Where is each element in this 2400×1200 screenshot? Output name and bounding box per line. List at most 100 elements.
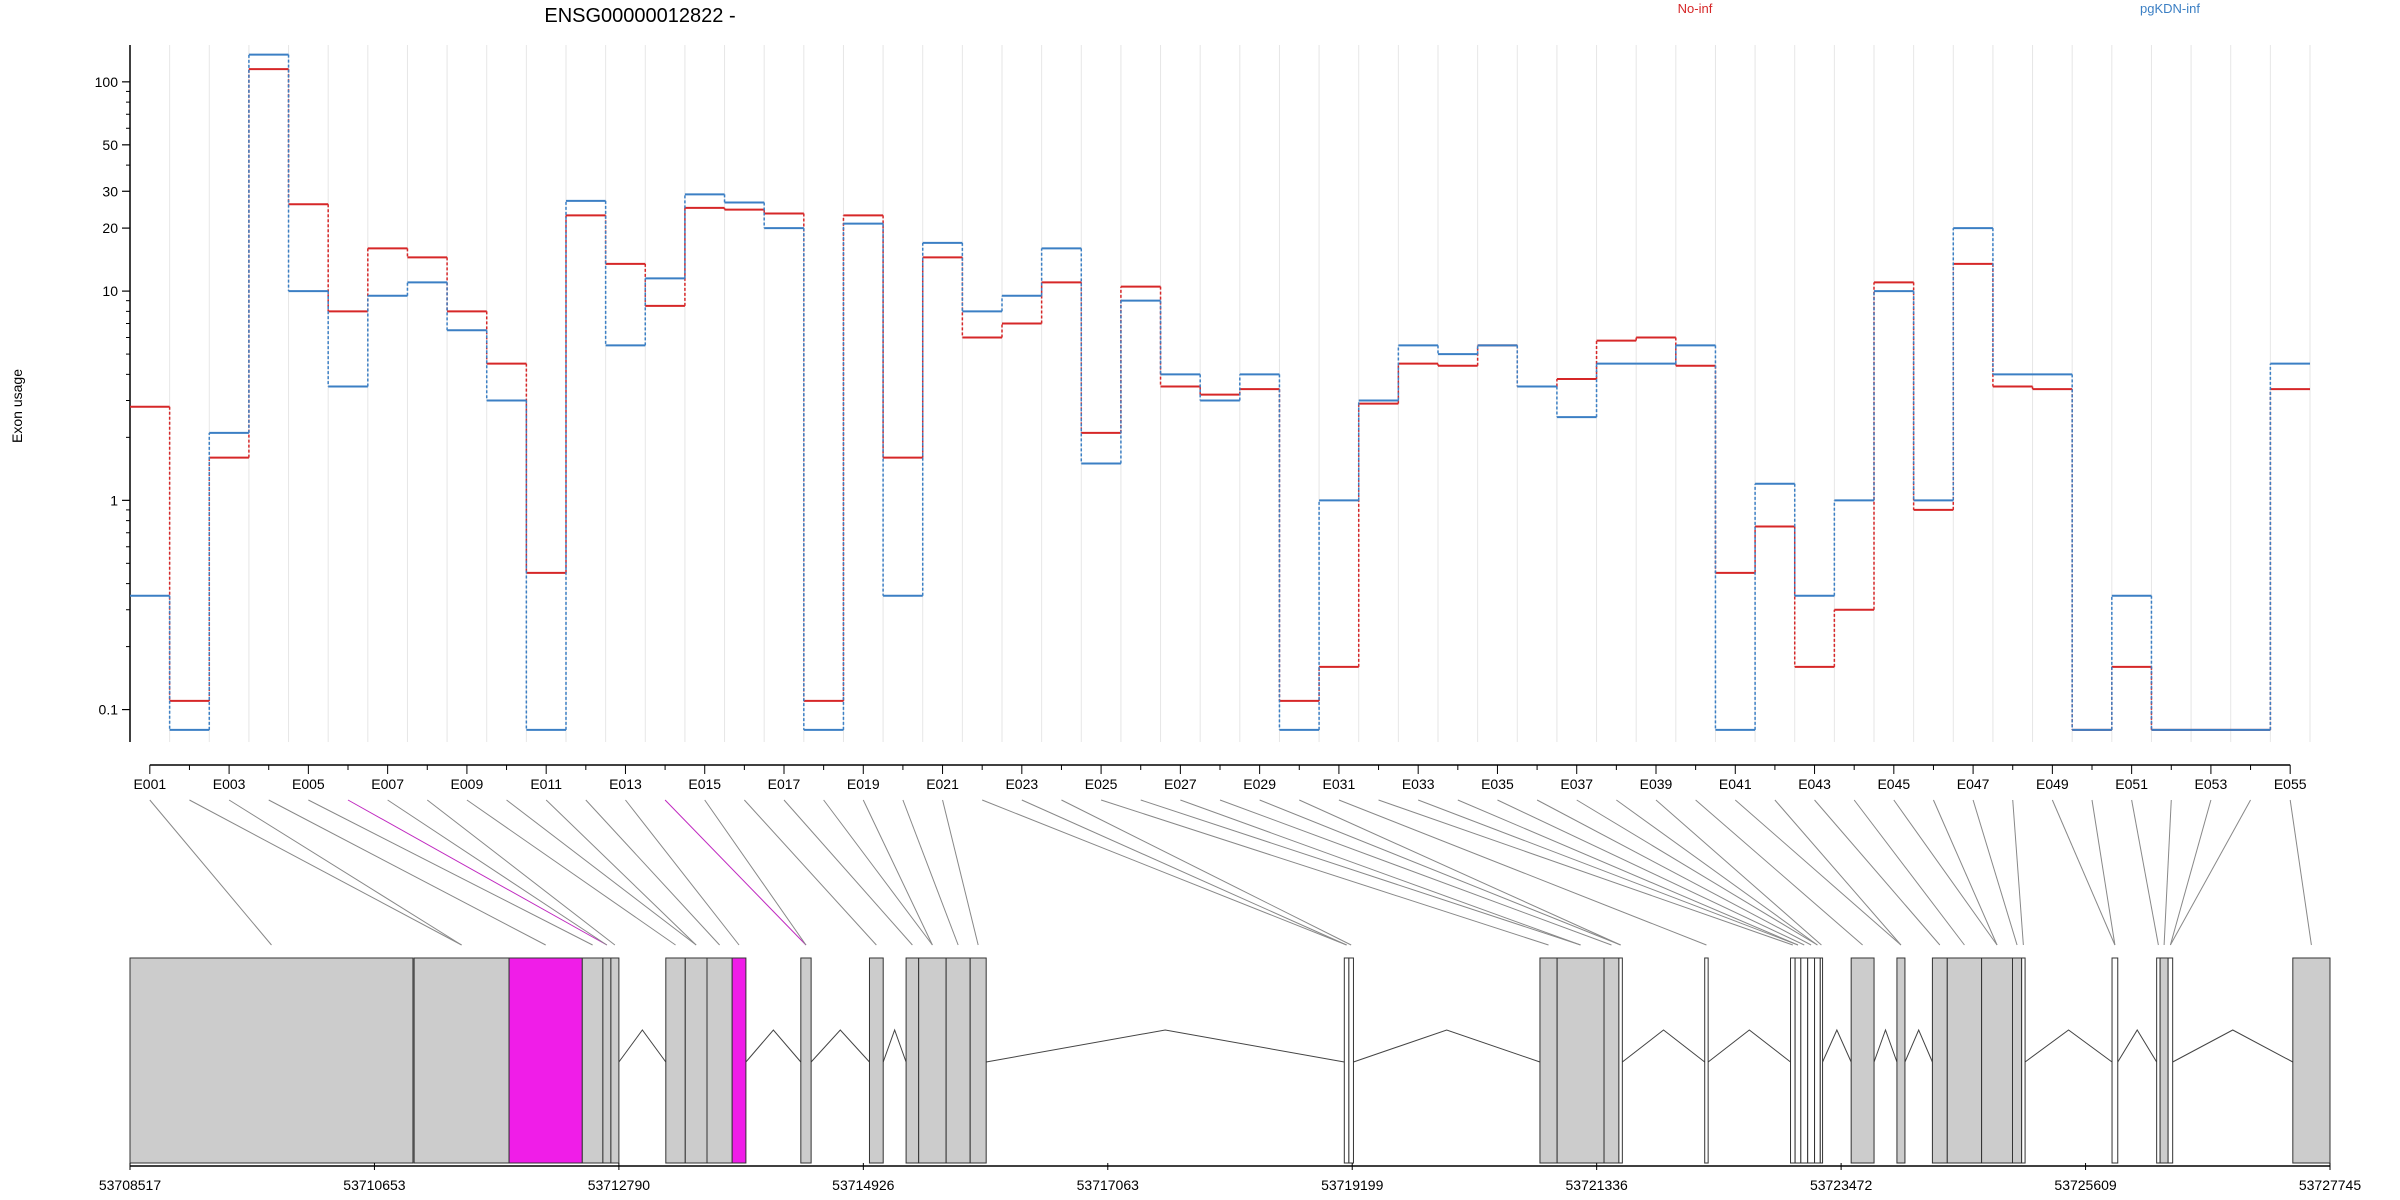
genomic-tick-label: 53717063 — [1077, 1177, 1140, 1193]
connector-E023 — [1021, 799, 1347, 946]
connector-E032 — [1378, 799, 1793, 946]
exon-block — [2159, 957, 2169, 1164]
x-tick-label: E013 — [609, 776, 642, 792]
exon-block — [413, 957, 510, 1164]
connector-E013 — [625, 799, 740, 946]
exon-block — [800, 957, 812, 1164]
chart-title: ENSG00000012822 - — [544, 5, 735, 27]
exon-block — [2156, 957, 2161, 1164]
exon-block — [610, 957, 620, 1164]
connector-E019 — [862, 799, 933, 946]
connector-E034 — [1457, 799, 1799, 946]
connector-E044 — [1853, 799, 1965, 946]
connector-E012 — [585, 799, 720, 946]
intron — [1904, 1028, 1933, 1063]
connector-E016 — [743, 799, 877, 946]
intron — [1822, 1028, 1852, 1063]
connector-E025 — [1100, 799, 1549, 946]
connector-E037 — [1576, 799, 1818, 946]
genomic-tick-label: 53727745 — [2299, 1177, 2362, 1193]
connector-E021 — [942, 799, 979, 946]
exon-block — [1618, 957, 1623, 1164]
genomic-axis: 53708517 53710653 53712790 53714926 53717063… — [99, 1163, 2362, 1193]
exon-block — [918, 957, 947, 1164]
exon-block — [129, 957, 414, 1164]
connector-E020 — [902, 799, 959, 946]
connector-E030 — [1299, 799, 1621, 946]
connector-E055 — [2289, 799, 2312, 946]
intron — [2117, 1029, 2158, 1063]
x-tick-label: E033 — [1402, 776, 1435, 792]
exon-block — [2021, 957, 2026, 1164]
connector-E050 — [2091, 799, 2116, 946]
exon-block — [1343, 957, 1350, 1164]
connector-E053 — [2169, 799, 2212, 946]
connector-E010 — [506, 799, 697, 946]
connector-E028 — [1219, 799, 1612, 946]
connector-E033 — [1418, 799, 1799, 946]
connector-E039 — [1655, 799, 1822, 946]
legend-label-no-inf: No-inf — [1678, 1, 1713, 16]
x-tick-label: E047 — [1957, 776, 1990, 792]
exon-block — [2111, 957, 2119, 1164]
genomic-tick-label: 53725609 — [2054, 1177, 2117, 1193]
exon-block — [1556, 957, 1605, 1164]
series-pgKDN-inf — [130, 53, 2310, 731]
intron — [1873, 1028, 1898, 1063]
exon-block — [665, 957, 686, 1164]
y-tick-label: 20 — [102, 220, 118, 236]
x-tick-label: E019 — [847, 776, 880, 792]
connector-E051 — [2131, 799, 2159, 946]
x-tick-label: E005 — [292, 776, 325, 792]
connector-E041 — [1734, 799, 1902, 946]
exon-block — [1819, 957, 1824, 1164]
series-lines — [130, 53, 2310, 731]
x-tick-label: E055 — [2274, 776, 2307, 792]
intron — [1707, 1029, 1791, 1063]
connector-E038 — [1616, 799, 1818, 946]
intron — [618, 1029, 667, 1063]
connector-E004 — [268, 799, 546, 946]
gene-model — [129, 957, 2331, 1164]
genomic-tick-label: 53708517 — [99, 1177, 162, 1193]
exon-block — [1931, 957, 1948, 1164]
exon-block — [1794, 957, 1802, 1164]
exon-block — [1946, 957, 1983, 1164]
connector-E008 — [426, 799, 616, 946]
x-tick-label: E001 — [133, 776, 166, 792]
exon-block — [1704, 957, 1709, 1164]
intron — [986, 1029, 1345, 1063]
x-tick-label: E009 — [451, 776, 484, 792]
exon-block — [945, 957, 971, 1164]
connector-E003 — [228, 799, 462, 946]
exon-block — [602, 957, 612, 1164]
y-tick-label: 10 — [102, 283, 118, 299]
genomic-tick-label: 53710653 — [343, 1177, 406, 1193]
intron — [745, 1029, 802, 1063]
x-tick-label: E043 — [1798, 776, 1831, 792]
connector-E029 — [1259, 799, 1621, 946]
connector-E018 — [823, 799, 933, 946]
x-tick-label: E015 — [688, 776, 721, 792]
exon-block — [1850, 957, 1875, 1164]
y-tick-label: 30 — [102, 183, 118, 199]
exon-block — [731, 957, 747, 1164]
intron — [1353, 1029, 1541, 1063]
exon-block — [1348, 957, 1354, 1164]
genomic-tick-label: 53723472 — [1810, 1177, 1873, 1193]
connector-E014 — [664, 799, 807, 946]
exon-block — [1807, 957, 1816, 1164]
legend-label-pgkdn-inf: pgKDN-inf — [2140, 1, 2200, 16]
connector-E036 — [1536, 799, 1812, 946]
y-axis-label: Exon usage — [9, 369, 25, 443]
x-tick-label: E027 — [1164, 776, 1197, 792]
x-tick-label: E035 — [1481, 776, 1514, 792]
y-tick-label: 100 — [95, 74, 119, 90]
x-tick-label: E037 — [1560, 776, 1593, 792]
connector-E040 — [1695, 799, 1863, 946]
connector-E017 — [783, 799, 913, 946]
y-axis: 0.1 1 10 20 30 50 100 — [95, 45, 131, 742]
exon-block — [2292, 957, 2331, 1164]
intron — [1622, 1029, 1706, 1063]
